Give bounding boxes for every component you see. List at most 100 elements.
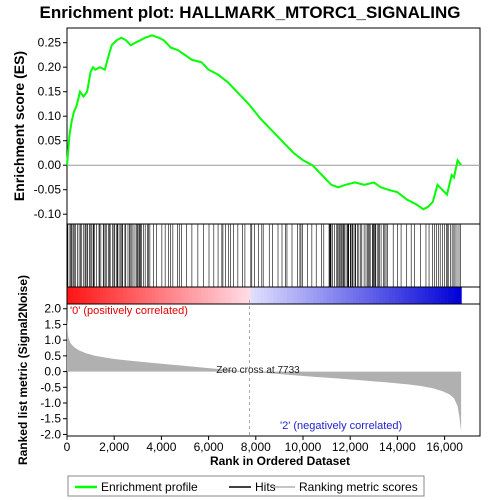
heat-band — [83, 287, 88, 304]
legend-hits-label: Hits — [255, 480, 276, 494]
heat-band — [231, 287, 236, 304]
heat-band — [158, 287, 163, 304]
heat-band — [313, 287, 318, 304]
legend-box — [67, 475, 425, 497]
heat-band — [421, 287, 426, 304]
heat-band — [418, 287, 423, 304]
x-tick-label: 0 — [64, 440, 71, 454]
metric-ytick-label: -0.5 — [40, 380, 61, 394]
heat-band — [181, 287, 186, 304]
heat-band — [405, 287, 410, 304]
heat-band — [323, 287, 328, 304]
heat-band — [326, 287, 331, 304]
heat-band — [293, 287, 298, 304]
heat-band — [73, 287, 78, 304]
heat-band — [145, 287, 150, 304]
heat-band — [280, 287, 285, 304]
heat-band — [250, 287, 255, 304]
heat-band — [162, 287, 167, 304]
x-tick-label: 12,000 — [332, 440, 369, 454]
heat-band — [211, 287, 216, 304]
metric-ytick-label: -1.0 — [40, 396, 61, 410]
es-ylabel: Enrichment score (ES) — [11, 51, 27, 201]
heat-band — [172, 287, 176, 304]
heat-band — [188, 287, 193, 304]
heat-band — [112, 287, 117, 304]
heat-band — [424, 287, 429, 304]
es-ytick-label: -0.10 — [34, 207, 62, 221]
x-tick-label: 16,000 — [426, 440, 463, 454]
heat-band — [369, 287, 374, 304]
es-ytick-label: -0.05 — [34, 183, 62, 197]
heat-band — [408, 287, 413, 304]
hits-panel — [66, 223, 481, 288]
heat-band — [126, 287, 131, 304]
metric-ytick-label: 2.0 — [44, 302, 61, 316]
heat-band — [214, 287, 219, 304]
heat-band — [103, 287, 108, 304]
heat-band — [411, 287, 416, 304]
heat-band — [372, 287, 377, 304]
heat-band — [191, 287, 196, 304]
heat-band — [175, 287, 180, 304]
x-tick-label: 6,000 — [194, 440, 224, 454]
heat-band — [300, 287, 305, 304]
heat-band — [388, 287, 393, 304]
heat-band — [168, 287, 173, 304]
heat-band — [67, 287, 71, 304]
heat-band — [135, 287, 140, 304]
heat-band — [221, 287, 226, 304]
positive-correlated-label: '0' (positively correlated) — [70, 305, 188, 317]
heat-band — [178, 287, 183, 304]
metric-ytick-label: 1.0 — [44, 333, 61, 347]
legend-metric-label: Ranking metric scores — [299, 480, 418, 494]
es-ytick-label: 0.10 — [38, 109, 62, 123]
heat-band — [359, 287, 364, 304]
heat-band — [89, 287, 94, 304]
x-axis-label: Rank in Ordered Dataset — [210, 454, 350, 468]
heat-band — [149, 287, 153, 304]
heat-band — [264, 287, 268, 304]
heat-band — [116, 287, 121, 304]
heat-band — [277, 287, 282, 304]
heat-band — [329, 287, 334, 304]
heat-band — [201, 287, 206, 304]
legend-enrichment-label: Enrichment profile — [101, 480, 198, 494]
heat-band — [198, 287, 203, 304]
x-tick-label: 10,000 — [285, 440, 322, 454]
heat-band — [119, 287, 124, 304]
metric-y-axis: -2.0-1.5 -1.0 -0.50.0 0.5 1.0 1.52.0 — [40, 302, 67, 441]
heat-band — [457, 287, 462, 304]
metric-ytick-label: 1.5 — [44, 317, 61, 331]
hits-ticks — [67, 224, 461, 287]
es-ytick-label: 0.15 — [38, 85, 62, 99]
es-ytick-label: 0.25 — [38, 36, 62, 50]
ranking-heat-strip — [67, 287, 462, 304]
heat-band — [86, 287, 91, 304]
heat-band — [273, 287, 278, 304]
heat-band — [339, 287, 344, 304]
es-ytick-label: 0.05 — [38, 134, 62, 148]
heat-band — [365, 287, 370, 304]
heat-band — [109, 287, 114, 304]
heat-band — [375, 287, 380, 304]
heat-band — [395, 287, 400, 304]
heat-band — [451, 287, 456, 304]
x-axis: 0 2,000 4,000 6,000 8,000 10,000 12,000 14,000 1… — [64, 436, 463, 454]
metric-ytick-label: -2.0 — [40, 427, 61, 441]
heat-band — [447, 287, 452, 304]
heat-band — [224, 287, 229, 304]
heat-band — [257, 287, 262, 304]
heat-band — [142, 287, 147, 304]
heat-band — [129, 287, 134, 304]
heat-band — [155, 287, 160, 304]
heat-band — [346, 287, 351, 304]
heat-band — [431, 287, 436, 304]
heat-band — [356, 287, 360, 304]
heat-band — [352, 287, 357, 304]
heat-band — [349, 287, 354, 304]
x-tick-label: 14,000 — [379, 440, 416, 454]
negative-correlated-label: '2' (negatively correlated) — [280, 420, 402, 432]
heat-band — [454, 287, 459, 304]
es-y-axis: -0.10 -0.05 0.00 0.05 0.10 0.15 0.20 0.25 — [34, 36, 67, 221]
